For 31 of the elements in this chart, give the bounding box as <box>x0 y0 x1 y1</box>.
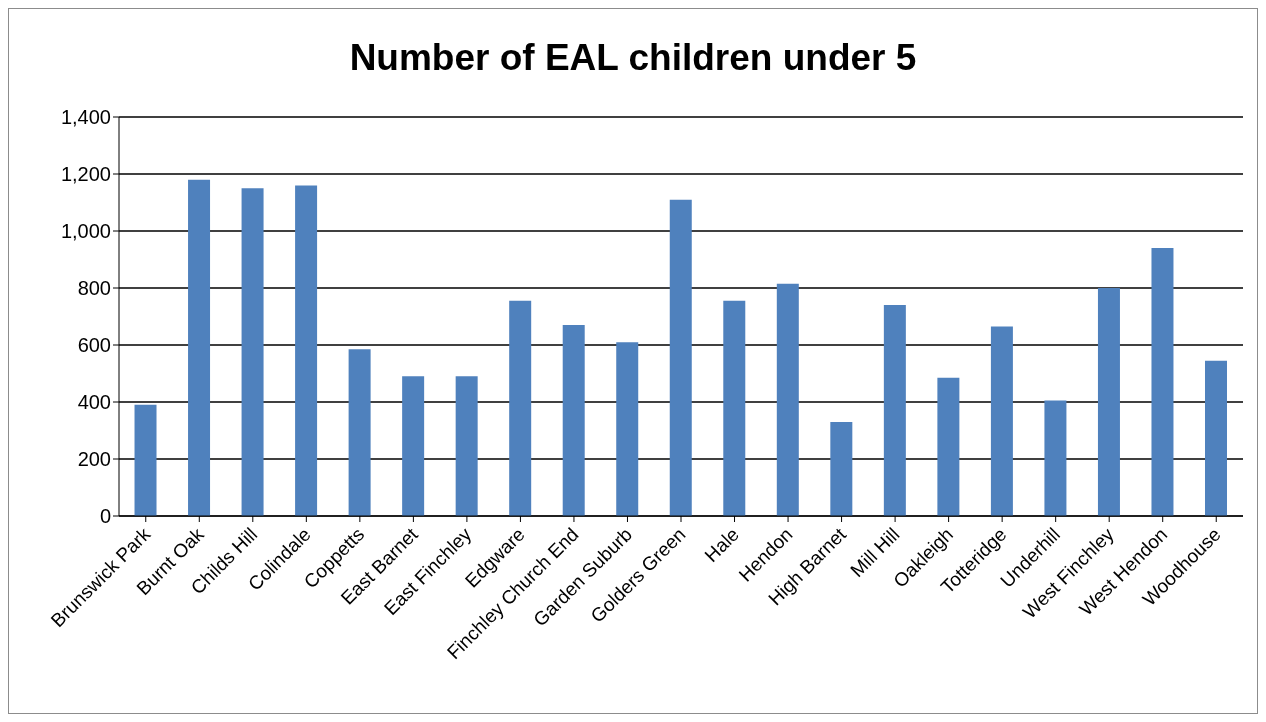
bar <box>134 404 157 516</box>
bar <box>990 326 1013 516</box>
bar <box>509 300 532 516</box>
bar <box>562 325 585 516</box>
y-tick-label: 0 <box>99 505 111 528</box>
bar <box>1151 248 1174 516</box>
bar <box>455 376 478 516</box>
bar <box>348 349 371 516</box>
bar <box>188 179 211 516</box>
bar <box>1044 400 1067 516</box>
y-tick-label: 400 <box>77 391 111 414</box>
y-tick-label: 1,400 <box>60 106 111 129</box>
bar <box>1205 360 1227 516</box>
y-tick-label: 1,000 <box>60 220 111 243</box>
y-tick-label: 600 <box>77 334 111 357</box>
bar <box>241 188 264 516</box>
bar <box>883 305 906 516</box>
y-tick-label: 200 <box>77 448 111 471</box>
bar <box>1097 288 1120 516</box>
x-tick-label: Hale <box>700 523 744 567</box>
bar <box>669 199 692 516</box>
chart-title: Number of EAL children under 5 <box>348 37 918 80</box>
bar <box>776 283 799 516</box>
bar <box>723 300 746 516</box>
y-tick-label: 1,200 <box>60 163 111 186</box>
bar <box>937 377 960 516</box>
bar <box>295 185 318 516</box>
bar <box>830 421 853 516</box>
y-tick-label: 800 <box>77 277 111 300</box>
bar <box>616 342 639 516</box>
bar <box>402 376 425 516</box>
